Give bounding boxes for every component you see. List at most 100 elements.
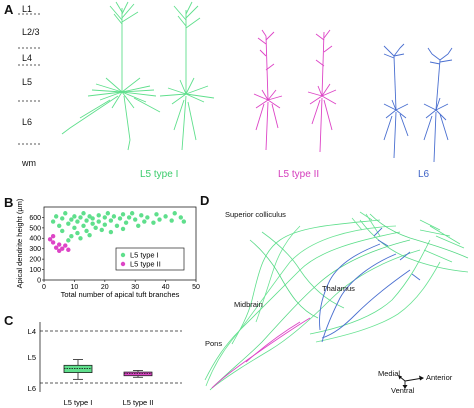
- label-pons: Pons: [205, 339, 223, 348]
- label-thalamus: Thalamus: [322, 284, 355, 293]
- y-tick-label: 0: [37, 277, 41, 284]
- y-tick-label: 200: [29, 257, 41, 264]
- legend-label-type1: L5 type I: [130, 251, 159, 260]
- scatter-point-type1: [66, 238, 71, 243]
- x-tick-label: 40: [162, 284, 170, 291]
- scatter-point-type1: [75, 230, 80, 236]
- scatter-point-type1: [96, 219, 101, 224]
- label-midbrain: Midbrain: [234, 300, 263, 309]
- neuron-l6-a: [383, 43, 409, 159]
- scatter-point-type1: [117, 216, 123, 221]
- type-label-l5-type1: L5 type I: [140, 169, 179, 180]
- y-tick-label: 100: [29, 267, 41, 274]
- scatter-plot-frame: [43, 206, 197, 281]
- scatter-point-type1: [53, 214, 59, 219]
- neuron-morphologies: [18, 1, 453, 163]
- scatter-point-type1: [50, 219, 56, 224]
- scatter-point-type1: [75, 219, 80, 224]
- scatter-point-type2: [47, 237, 53, 242]
- panel-letter-a: A: [4, 2, 14, 17]
- panel-letter-d: D: [200, 193, 210, 208]
- scatter-point-type1: [60, 216, 65, 221]
- compass-arrowhead-ventral: [402, 385, 408, 389]
- layer-label-l4: L4: [22, 53, 33, 63]
- neuron-type1-a: [61, 1, 161, 151]
- scatter-point-type2: [57, 242, 62, 247]
- panel-letter-b: B: [4, 195, 14, 210]
- scatter-point-type2: [60, 246, 65, 251]
- y-tick-label: 300: [29, 246, 41, 253]
- legend-label-type2: L5 type II: [130, 260, 161, 269]
- layer-label-l5: L5: [22, 77, 33, 87]
- compass-anterior: Anterior: [426, 373, 453, 382]
- scatter-point-type1: [120, 212, 126, 217]
- scatter-point-type1: [136, 223, 141, 228]
- x-axis-title: Total number of apical tuft branches: [61, 290, 180, 299]
- scatter-point-type1: [81, 211, 86, 216]
- scatter-point-type1: [60, 228, 65, 234]
- type-label-l5-type2: L5 type II: [278, 169, 320, 180]
- scatter-point-type1: [108, 229, 114, 235]
- scatter-point-type2: [50, 234, 56, 239]
- type2-axon-bundle: [211, 317, 311, 389]
- scatter-point-type1: [84, 228, 89, 234]
- compass-ventral: Ventral: [391, 386, 415, 395]
- scatter-point-type1: [163, 214, 168, 219]
- scatter-point-type1: [145, 215, 150, 220]
- y-axis-title: Apical dendrite height (µm): [15, 198, 24, 288]
- scatter-point-type1: [72, 214, 77, 219]
- scatter-point-type1: [72, 225, 77, 231]
- scatter-point-type1: [114, 223, 120, 228]
- scatter-point-type2: [63, 243, 68, 248]
- scatter-point-type1: [69, 234, 74, 239]
- scatter-point-type1: [99, 227, 104, 233]
- scatter-point-type2: [53, 245, 59, 250]
- scatter-point-type1: [123, 220, 129, 225]
- l6-axon-bundle: [319, 227, 421, 343]
- layer-label-l1: L1: [22, 4, 33, 14]
- legend-box: [115, 247, 185, 271]
- scatter-point-type1: [90, 216, 95, 221]
- compass-arrowhead-medial: [398, 375, 402, 380]
- layer-tick-label: L5: [28, 353, 36, 362]
- compass-medial: Medial: [378, 369, 401, 378]
- layer-label-l23: L2/3: [22, 27, 40, 37]
- type1-axon-bundle: [204, 211, 469, 391]
- scatter-point-type1: [78, 215, 83, 220]
- scatter-point-type1: [66, 221, 71, 226]
- scatter-point-type1: [69, 217, 74, 222]
- layer-tick-label: L4: [28, 327, 36, 336]
- scatter-point-type1: [102, 222, 108, 227]
- y-tick-label: 500: [29, 225, 41, 232]
- x-tick-label: 50: [192, 284, 200, 291]
- x-tick-label: 30: [131, 284, 139, 291]
- neuron-type2-a: [253, 29, 283, 151]
- x-tick-label: 10: [71, 284, 79, 291]
- scatter-point-type1: [81, 223, 86, 228]
- scatter-point-type1: [151, 220, 156, 225]
- scatter-point-type1: [133, 217, 138, 222]
- compass-arrow-lines: [398, 375, 424, 388]
- legend-marker-type2: [120, 261, 126, 267]
- scatter-point-type1: [78, 236, 83, 241]
- neuron-type1-b: [159, 1, 215, 151]
- scatter-point-type1: [126, 215, 132, 220]
- scatter-point-type1: [154, 212, 159, 217]
- scatter-point-type2: [66, 247, 71, 252]
- scatter-point-type1: [120, 226, 126, 232]
- scatter-point-type1: [96, 213, 101, 218]
- scatter-point-type1: [142, 219, 147, 224]
- scatter-point-type1: [57, 223, 62, 228]
- scatter-point-type1: [84, 218, 89, 223]
- scatter-point-type1: [129, 211, 135, 216]
- x-tick-label: 0: [42, 284, 46, 291]
- scatter-point-type1: [108, 218, 114, 223]
- legend-marker-type1: [120, 252, 126, 258]
- scatter-point-type1: [63, 211, 68, 216]
- y-tick-label: 400: [29, 236, 41, 243]
- layer-label-wm: wm: [22, 158, 36, 168]
- panel-letter-c: C: [4, 313, 14, 328]
